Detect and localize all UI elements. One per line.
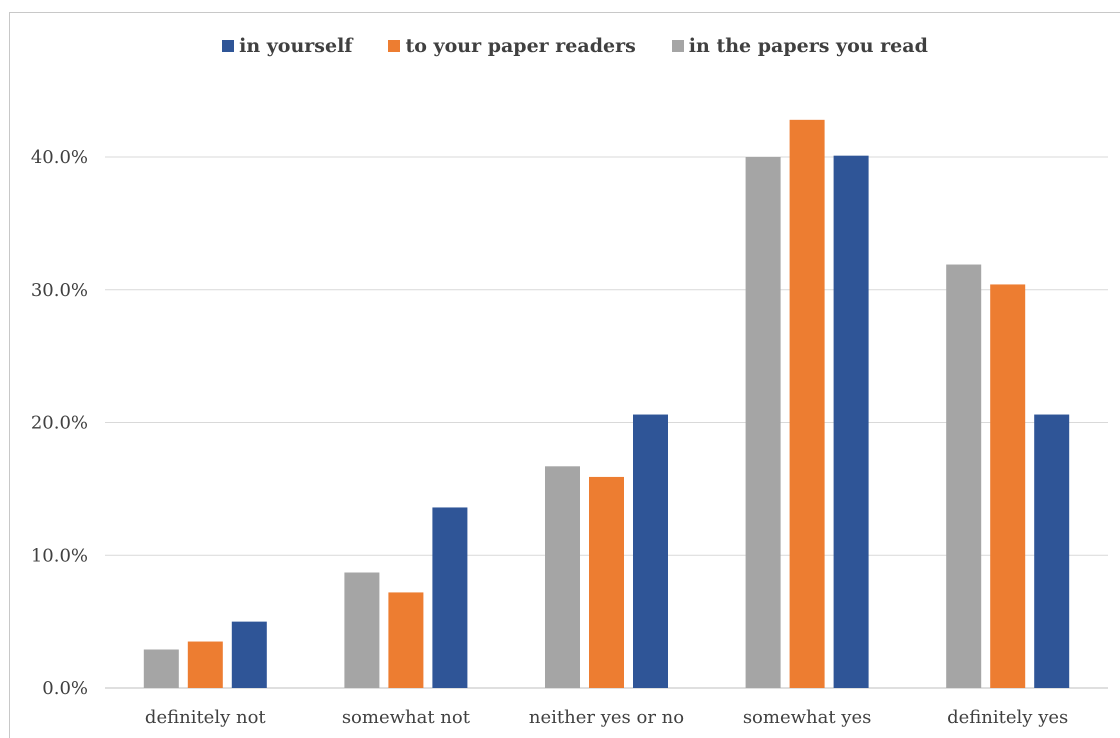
bar [633,414,668,688]
x-category-label: somewhat not [342,707,471,728]
bar [187,641,223,688]
bar [344,572,380,688]
y-tick-label: 0.0% [42,678,88,699]
legend-swatch-in-yourself [222,40,235,52]
x-category-label: neither yes or no [529,707,684,728]
legend-item-in-the-papers-you-read: in the papers you read [671,35,928,57]
legend-swatch-to-your-paper-readers [388,40,401,52]
chart-legend: in yourself to your paper readers in the… [0,34,1120,58]
bar [388,592,424,688]
y-tick-label: 10.0% [31,545,88,566]
bar [990,284,1026,688]
bar [143,649,179,688]
bar [545,466,580,688]
legend-item-in-yourself: in yourself [222,35,352,57]
bar [946,264,982,688]
bar [432,507,468,688]
bar [1034,414,1070,688]
chart-frame [9,12,1120,738]
x-category-label: definitely not [145,707,266,728]
legend-label-in-yourself: in yourself [239,35,353,57]
y-tick-label: 20.0% [31,413,88,434]
y-tick-label: 40.0% [31,147,88,168]
bar [589,476,624,688]
x-category-label: definitely yes [947,707,1068,728]
bar [231,621,267,688]
x-category-label: somewhat yes [743,707,872,728]
legend-swatch-in-the-papers-you-read [671,40,684,52]
bar [833,155,869,689]
legend-label-to-your-paper-readers: to your paper readers [405,35,636,57]
legend-item-to-your-paper-readers: to your paper readers [388,35,636,57]
bar [745,157,781,688]
y-tick-label: 30.0% [31,280,88,301]
bar [789,119,825,688]
legend-label-in-the-papers-you-read: in the papers you read [688,35,928,57]
